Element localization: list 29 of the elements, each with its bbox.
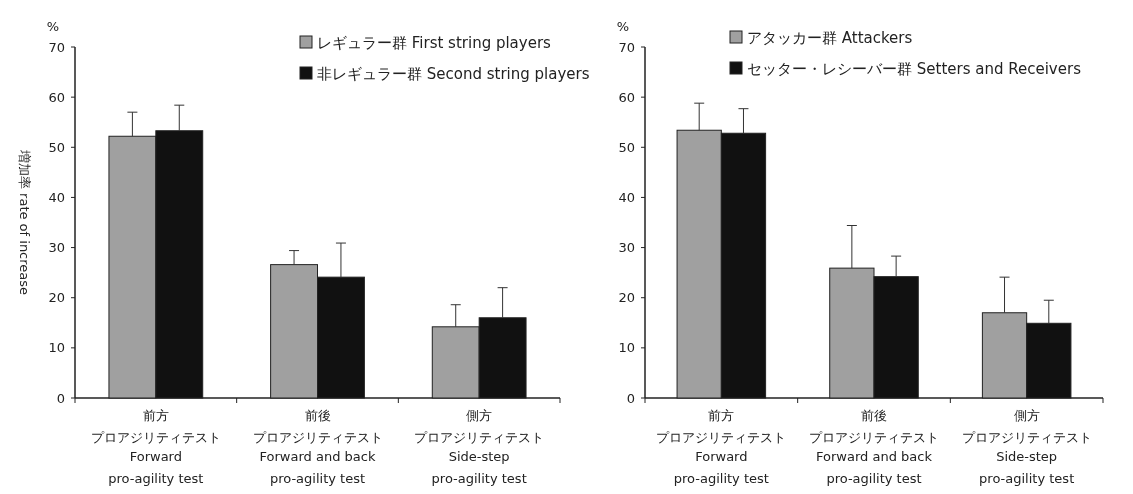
y-tick-label: 20: [48, 290, 65, 306]
y-tick-label: 10: [48, 340, 65, 356]
y-tick-label: 20: [618, 290, 635, 306]
x-tick-label: 前方プロアジリティテスト Forward pro-agility test: [656, 408, 787, 486]
y-tick-label: 10: [618, 340, 635, 356]
y-tick-label: 0: [626, 390, 635, 406]
legend-label: セッター・レシーバー群 Setters and Receivers: [747, 60, 1082, 78]
y-tick-label: 40: [48, 189, 65, 205]
text: %: [616, 19, 630, 34]
legend-label: 非レギュラー群 Second string players: [317, 65, 590, 83]
y-tick-label: 70: [618, 39, 635, 55]
y-tick-label: 50: [48, 139, 65, 155]
text: %: [46, 19, 60, 34]
legend-label: レギュラー群 First string players: [317, 34, 552, 52]
x-tick-label: 前後プロアジリティテスト Forward and back pro-agility test: [809, 408, 939, 486]
x-tick-label: 前後プロアジリティテスト Forward and back pro-agility test: [252, 408, 383, 486]
y-tick-label: 30: [48, 240, 65, 256]
x-tick-label: 側方プロアジリティテスト Side-step pro-agility test: [414, 408, 545, 486]
y-tick-label: 70: [48, 39, 65, 55]
y-tick-label: 30: [618, 240, 635, 256]
y-tick-label: 60: [48, 89, 65, 105]
x-tick-label: 前方プロアジリティテスト Forward pro-agility test: [90, 408, 221, 486]
y-tick-label: 40: [618, 189, 635, 205]
y-axis-title: 増加率 rate of increase: [17, 148, 32, 296]
y-tick-label: 0: [56, 390, 65, 406]
y-tick-label: 60: [618, 89, 635, 105]
legend-label: アタッカー群 Attackers: [747, 29, 913, 47]
y-tick-label: 50: [618, 139, 635, 155]
x-tick-label: 側方プロアジリティテスト Side-step pro-agility test: [961, 408, 1092, 486]
